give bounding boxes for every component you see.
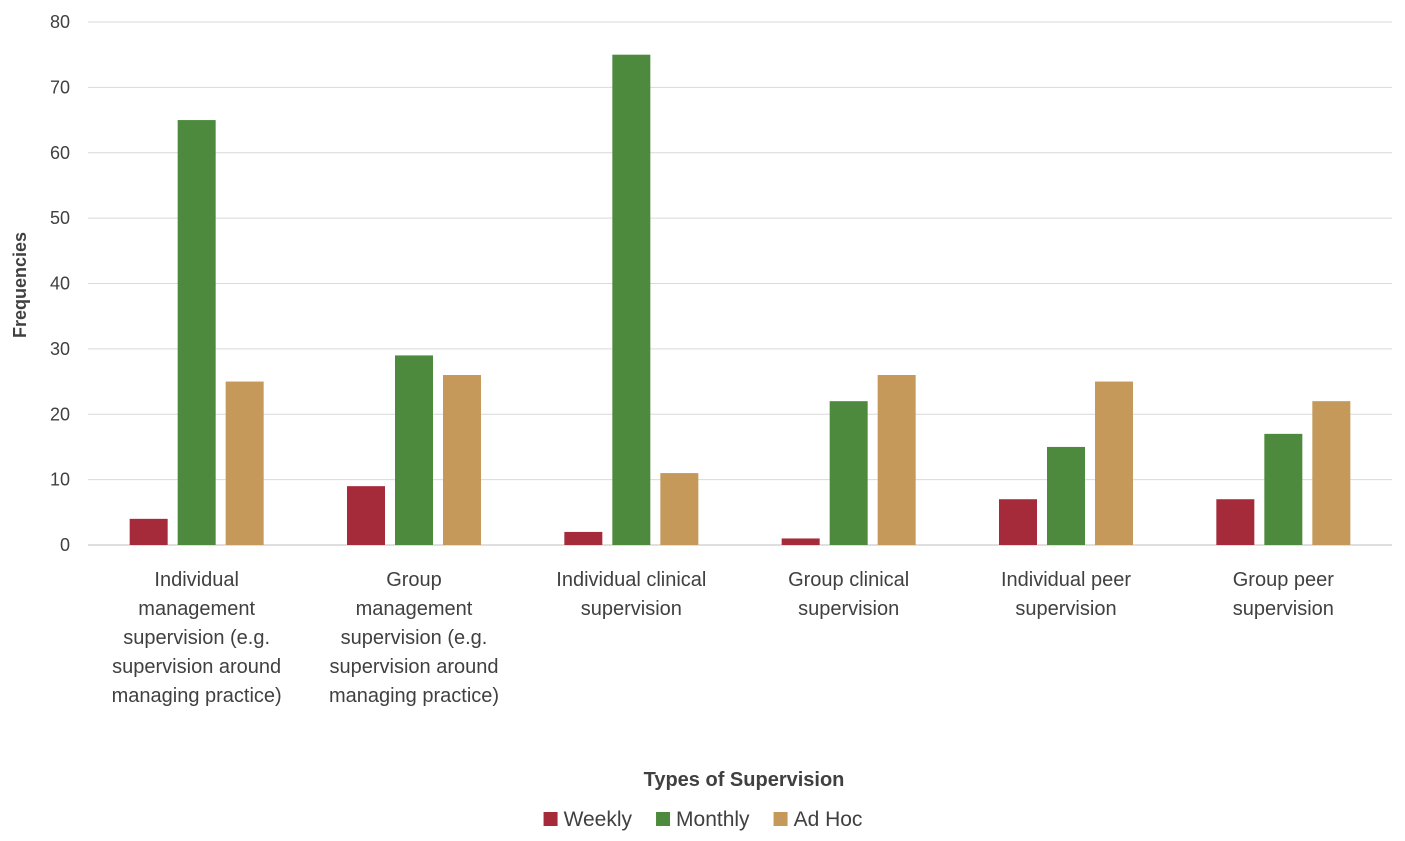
bar-monthly (177, 120, 216, 545)
y-tick-label: 50 (50, 208, 70, 228)
x-tick-label-line: Individual clinical (556, 569, 706, 591)
bar-monthly (1047, 446, 1085, 545)
legend: Weekly Monthly Ad Hoc (543, 808, 863, 831)
bar-ad-hoc (225, 381, 264, 545)
y-tick-label: 0 (60, 535, 70, 555)
x-tick-label-line: Individual (154, 569, 239, 591)
legend-swatch-monthly (656, 812, 671, 826)
bars (129, 54, 1351, 545)
x-tick-label-line: Group clinical (788, 569, 909, 591)
y-tick-label: 80 (50, 12, 70, 32)
bar-weekly (1216, 499, 1255, 545)
bar-weekly (781, 538, 820, 545)
x-tick-label: Group clinical supervision (788, 569, 909, 620)
x-tick-label-line: management (356, 598, 473, 620)
legend-swatch-weekly (543, 812, 558, 826)
x-tick-label: Individual peer supervision (1001, 569, 1131, 620)
x-tick-label-line: Group peer (1233, 569, 1335, 591)
bar-monthly (829, 401, 868, 545)
y-tick-label: 70 (50, 77, 70, 97)
x-axis-ticks: Individual management supervision (e.g. sup… (112, 569, 1335, 707)
y-tick-label: 20 (50, 404, 70, 424)
x-tick-label-line: supervision (581, 598, 682, 620)
y-tick-label: 30 (50, 339, 70, 359)
bar-ad-hoc (660, 473, 699, 545)
bar-weekly (999, 499, 1037, 545)
bar-ad-hoc (1095, 381, 1133, 545)
y-axis-ticks: 0 10 20 30 40 50 60 70 80 (50, 12, 70, 555)
x-tick-label-line: supervision (e.g. (341, 627, 488, 649)
bar-weekly (129, 518, 168, 545)
x-tick-label-line: management (138, 598, 255, 620)
x-tick-label-line: supervision (798, 598, 899, 620)
bar-weekly (347, 486, 385, 545)
x-tick-label-line: supervision (e.g. (123, 627, 270, 649)
y-tick-label: 10 (50, 470, 70, 490)
y-tick-label: 60 (50, 143, 70, 163)
bar-monthly (612, 54, 651, 545)
y-tick-label: 40 (50, 274, 70, 294)
bar-weekly (564, 531, 603, 545)
x-tick-label-line: supervision (1233, 598, 1334, 620)
x-tick-label: Group peer supervision (1233, 569, 1335, 620)
x-tick-label-line: supervision (1015, 598, 1116, 620)
x-tick-label-line: managing practice) (329, 685, 499, 707)
bar-ad-hoc (1312, 401, 1351, 545)
legend-label: Ad Hoc (794, 808, 863, 831)
x-tick-label-line: Individual peer (1001, 569, 1131, 591)
legend-label: Weekly (564, 808, 633, 831)
bar-monthly (1264, 433, 1303, 545)
legend-label: Monthly (676, 808, 750, 831)
x-tick-label: Individual management supervision (e.g. sup… (112, 569, 282, 707)
x-tick-label-line: supervision around (330, 656, 499, 678)
legend-swatch-ad-hoc (773, 812, 788, 826)
y-axis-title: Frequencies (10, 232, 30, 338)
x-tick-label: Group management supervision (e.g. supervis… (329, 569, 499, 707)
bar-monthly (395, 355, 433, 545)
bar-ad-hoc (443, 375, 481, 545)
x-tick-label-line: Group (386, 569, 442, 591)
x-tick-label: Individual clinical supervision (556, 569, 706, 620)
x-tick-label-line: managing practice) (112, 685, 282, 707)
bar-ad-hoc (877, 375, 916, 545)
x-axis-title: Types of Supervision (644, 769, 845, 791)
x-tick-label-line: supervision around (112, 656, 281, 678)
gridlines (88, 21, 1392, 546)
